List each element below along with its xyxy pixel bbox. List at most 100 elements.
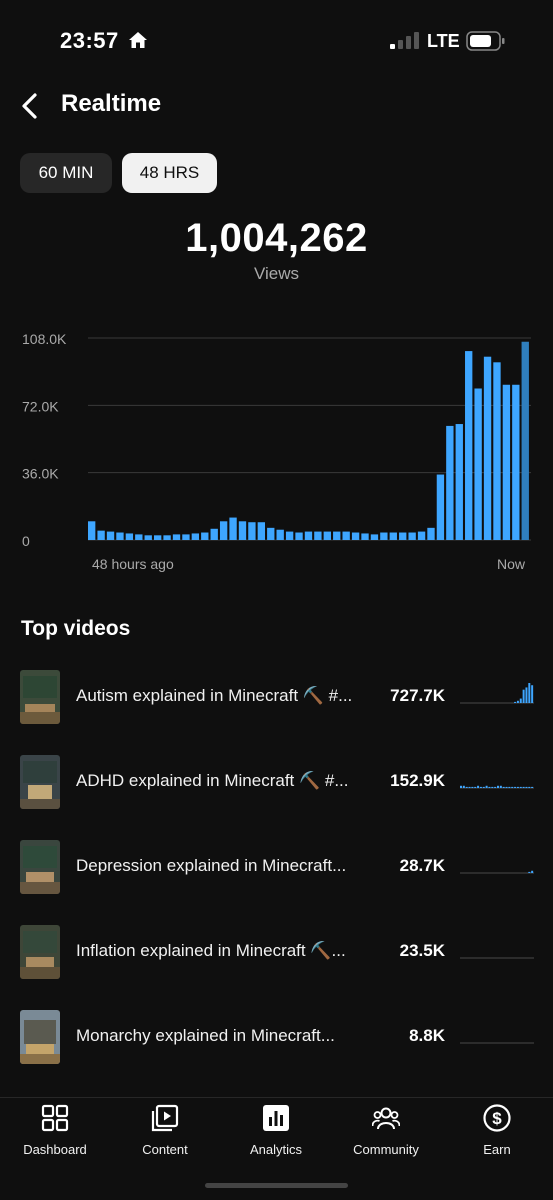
nav-dashboard[interactable]: Dashboard (0, 1104, 110, 1164)
bottom-nav: Dashboard Content Analytics Community (0, 1098, 553, 1200)
sparkline-bar (497, 785, 499, 788)
nav-content[interactable]: Content (110, 1104, 220, 1164)
chart-bar[interactable] (267, 527, 275, 540)
video-row-5[interactable]: Monarchy explained in Minecraft... 8.8K (0, 1008, 553, 1068)
video-views: 28.7K (399, 856, 445, 875)
chart-bar[interactable] (295, 532, 303, 540)
chart-bar[interactable] (465, 351, 473, 540)
chart-bar[interactable] (276, 529, 284, 540)
sparkline-bar (519, 786, 522, 788)
chart-bar[interactable] (304, 531, 313, 540)
video-thumbnail (20, 925, 60, 979)
chart-bar[interactable] (172, 534, 181, 540)
nav-divider (0, 1097, 553, 1098)
chart-bar[interactable] (238, 521, 247, 540)
sparkline-bar (477, 785, 480, 788)
analytics-icon (263, 1105, 289, 1131)
chart-bar[interactable] (351, 532, 360, 540)
chart-bar[interactable] (380, 532, 388, 540)
chart-y-tick-label: 36.0K (22, 466, 59, 482)
sparkline-bar (514, 786, 517, 788)
video-views: 727.7K (390, 686, 445, 705)
chart-bar[interactable] (417, 531, 426, 540)
chart-bar[interactable] (191, 533, 200, 540)
video-row-3[interactable]: Depression explained in Minecraft... 28.… (0, 838, 553, 898)
chart-bar[interactable] (483, 356, 492, 540)
sparkline-bar (528, 871, 531, 873)
chart-y-tick-label: 0 (22, 533, 30, 549)
chart-bar[interactable] (474, 388, 482, 541)
sparkline-bar (460, 785, 462, 788)
video-row-4[interactable]: Inflation explained in Minecraft ⛏️... 2… (0, 923, 553, 983)
video-title: Depression explained in Minecraft... (76, 856, 347, 875)
chart-bar[interactable] (323, 531, 331, 540)
chart-bar[interactable] (201, 532, 209, 540)
chart-bar[interactable] (521, 341, 529, 540)
sparkline-bar (516, 786, 519, 788)
chart-bar[interactable] (248, 522, 256, 540)
chart-bar[interactable] (88, 521, 96, 540)
video-row-2[interactable]: ADHD explained in Minecraft ⛏️ #... 152.… (0, 753, 553, 813)
chart-x-label-start: 48 hours ago (92, 556, 174, 572)
chart-bar[interactable] (285, 531, 294, 540)
chart-bar[interactable] (210, 528, 218, 540)
video-sparkline (460, 1042, 534, 1044)
chart-bar[interactable] (125, 533, 134, 540)
chart-bar[interactable] (144, 535, 152, 540)
video-row-1[interactable]: Autism explained in Minecraft ⛏️ #... 72… (0, 668, 553, 728)
chart-bar[interactable] (219, 521, 228, 540)
chart-bar[interactable] (116, 532, 124, 540)
sparkline-bar (522, 786, 525, 788)
chart-bar[interactable] (257, 522, 266, 540)
chart-bar[interactable] (436, 474, 445, 540)
chart-bar[interactable] (163, 535, 171, 540)
chart-bar[interactable] (427, 527, 435, 540)
chart-bar[interactable] (502, 384, 511, 540)
dashboard-icon (41, 1104, 69, 1132)
community-icon (372, 1107, 400, 1130)
svg-text:$: $ (492, 1109, 502, 1128)
chart-bar[interactable] (389, 532, 397, 540)
sparkline-bar (499, 785, 502, 788)
nav-analytics[interactable]: Analytics (221, 1104, 331, 1164)
chart-bar[interactable] (106, 531, 115, 540)
video-views: 23.5K (399, 941, 445, 960)
chart-y-tick-label: 72.0K (22, 398, 59, 414)
chart-bar[interactable] (493, 362, 501, 540)
chart-bar[interactable] (182, 534, 190, 540)
chart-bar[interactable] (446, 425, 454, 540)
video-sparkline (460, 870, 534, 874)
nav-community[interactable]: Community (331, 1104, 441, 1164)
chart-bar[interactable] (229, 517, 237, 540)
sparkline-bar (525, 786, 528, 788)
sparkline-bar (468, 786, 471, 788)
nav-earn[interactable]: $ Earn (442, 1104, 552, 1164)
chart-bar[interactable] (455, 424, 463, 540)
battery-icon (466, 31, 505, 51)
total-views: 1,004,262 (185, 216, 368, 260)
chart-bar[interactable] (361, 533, 369, 540)
sparkline-bar (502, 786, 505, 788)
sparkline-bar (488, 786, 491, 788)
earn-icon: $ (483, 1104, 511, 1132)
chart-bar[interactable] (333, 531, 341, 540)
chart-bar[interactable] (408, 532, 416, 540)
video-views: 8.8K (409, 1026, 445, 1045)
chart-bar[interactable] (135, 534, 143, 540)
chart-bar[interactable] (342, 531, 350, 540)
sparkline-bar (474, 786, 477, 788)
sparkline-bar (482, 786, 485, 788)
sparkline-bar (511, 786, 514, 788)
chart-bar[interactable] (512, 384, 520, 540)
chart-bar[interactable] (314, 531, 322, 540)
chart-bar[interactable] (370, 534, 379, 540)
back-arrow-icon[interactable] (18, 92, 42, 120)
toggle-60-min[interactable]: 60 MIN (20, 153, 112, 193)
video-thumbnail (20, 840, 60, 894)
top-videos-title: Top videos (21, 617, 131, 640)
chart-bar[interactable] (399, 532, 407, 540)
toggle-48-hrs[interactable]: 48 HRS (122, 153, 217, 193)
sparkline-bar (531, 786, 534, 788)
chart-bar[interactable] (153, 535, 162, 540)
chart-bar[interactable] (97, 530, 105, 540)
